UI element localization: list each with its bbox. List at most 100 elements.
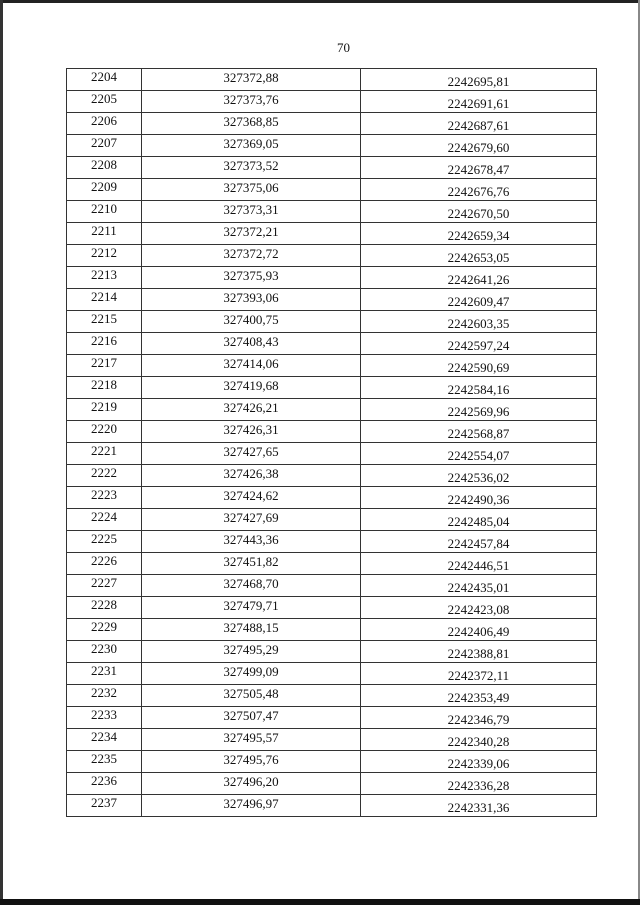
y-coordinate-cell: 2242609,47 [360, 288, 597, 311]
x-coordinate-text: 327451,82 [223, 553, 279, 569]
x-coordinate-cell: 327424,62 [141, 486, 361, 509]
y-coordinate-text: 2242490,36 [447, 491, 510, 507]
table-row: 2237 327496,97 2242331,36 [66, 794, 597, 817]
point-number-cell: 2213 [66, 266, 142, 289]
scan-edge-top [0, 0, 640, 3]
x-coordinate-text: 327368,85 [223, 113, 279, 129]
point-number-text: 2209 [91, 178, 117, 194]
y-coordinate-cell: 2242691,61 [360, 90, 597, 113]
point-number-text: 2212 [91, 244, 117, 260]
x-coordinate-text: 327443,36 [223, 531, 279, 547]
point-number-text: 2229 [91, 618, 117, 634]
y-coordinate-text: 2242339,06 [447, 755, 510, 771]
point-number-text: 2223 [91, 486, 117, 502]
point-number-cell: 2231 [66, 662, 142, 685]
x-coordinate-cell: 327479,71 [141, 596, 361, 619]
point-number-text: 2211 [91, 222, 117, 238]
x-coordinate-cell: 327451,82 [141, 552, 361, 575]
x-coordinate-cell: 327507,47 [141, 706, 361, 729]
point-number-cell: 2234 [66, 728, 142, 751]
x-coordinate-cell: 327372,88 [141, 68, 361, 91]
point-number-text: 2205 [91, 90, 117, 106]
y-coordinate-text: 2242584,16 [447, 381, 510, 397]
point-number-text: 2234 [91, 728, 117, 744]
x-coordinate-text: 327414,06 [223, 355, 279, 371]
y-coordinate-text: 2242687,61 [447, 117, 510, 133]
point-number-text: 2226 [91, 552, 117, 568]
x-coordinate-cell: 327426,31 [141, 420, 361, 443]
y-coordinate-cell: 2242485,04 [360, 508, 597, 531]
table-row: 2206 327368,85 2242687,61 [66, 112, 597, 135]
y-coordinate-text: 2242678,47 [447, 161, 510, 177]
y-coordinate-cell: 2242339,06 [360, 750, 597, 773]
y-coordinate-cell: 2242670,50 [360, 200, 597, 223]
y-coordinate-text: 2242695,81 [447, 73, 510, 89]
x-coordinate-cell: 327427,69 [141, 508, 361, 531]
point-number-text: 2224 [91, 508, 117, 524]
table-row: 2219 327426,21 2242569,96 [66, 398, 597, 421]
point-number-cell: 2233 [66, 706, 142, 729]
x-coordinate-cell: 327496,97 [141, 794, 361, 817]
y-coordinate-cell: 2242584,16 [360, 376, 597, 399]
table-row: 2234 327495,57 2242340,28 [66, 728, 597, 751]
y-coordinate-text: 2242353,49 [447, 689, 510, 705]
x-coordinate-text: 327426,31 [223, 421, 279, 437]
y-coordinate-text: 2242336,28 [447, 777, 510, 793]
x-coordinate-text: 327496,97 [223, 795, 279, 811]
point-number-cell: 2209 [66, 178, 142, 201]
point-number-text: 2210 [91, 200, 117, 216]
y-coordinate-cell: 2242336,28 [360, 772, 597, 795]
table-row: 2211 327372,21 2242659,34 [66, 222, 597, 245]
y-coordinate-cell: 2242569,96 [360, 398, 597, 421]
point-number-text: 2216 [91, 332, 117, 348]
table-row: 2233 327507,47 2242346,79 [66, 706, 597, 729]
y-coordinate-text: 2242691,61 [447, 95, 510, 111]
y-coordinate-cell: 2242423,08 [360, 596, 597, 619]
table-row: 2228 327479,71 2242423,08 [66, 596, 597, 619]
x-coordinate-cell: 327499,09 [141, 662, 361, 685]
y-coordinate-text: 2242653,05 [447, 249, 510, 265]
x-coordinate-text: 327507,47 [223, 707, 279, 723]
x-coordinate-text: 327373,52 [223, 157, 279, 173]
y-coordinate-cell: 2242353,49 [360, 684, 597, 707]
y-coordinate-text: 2242676,76 [447, 183, 510, 199]
point-number-text: 2235 [91, 750, 117, 766]
y-coordinate-cell: 2242536,02 [360, 464, 597, 487]
y-coordinate-text: 2242536,02 [447, 469, 510, 485]
point-number-text: 2207 [91, 134, 117, 150]
scan-edge-right [638, 0, 640, 905]
table-row: 2235 327495,76 2242339,06 [66, 750, 597, 773]
x-coordinate-cell: 327426,38 [141, 464, 361, 487]
y-coordinate-cell: 2242641,26 [360, 266, 597, 289]
point-number-cell: 2232 [66, 684, 142, 707]
x-coordinate-cell: 327426,21 [141, 398, 361, 421]
y-coordinate-text: 2242569,96 [447, 403, 510, 419]
point-number-cell: 2219 [66, 398, 142, 421]
point-number-text: 2231 [91, 662, 117, 678]
x-coordinate-cell: 327495,76 [141, 750, 361, 773]
table-row: 2230 327495,29 2242388,81 [66, 640, 597, 663]
x-coordinate-cell: 327496,20 [141, 772, 361, 795]
scan-edge-bottom [0, 899, 640, 905]
y-coordinate-cell: 2242554,07 [360, 442, 597, 465]
scan-edge-left [0, 0, 3, 905]
point-number-cell: 2227 [66, 574, 142, 597]
y-coordinate-text: 2242423,08 [447, 601, 510, 617]
x-coordinate-cell: 327372,72 [141, 244, 361, 267]
x-coordinate-cell: 327495,29 [141, 640, 361, 663]
point-number-cell: 2235 [66, 750, 142, 773]
table-row: 2218 327419,68 2242584,16 [66, 376, 597, 399]
point-number-cell: 2229 [66, 618, 142, 641]
x-coordinate-text: 327495,57 [223, 729, 279, 745]
x-coordinate-text: 327479,71 [223, 597, 279, 613]
table-row: 2205 327373,76 2242691,61 [66, 90, 597, 113]
x-coordinate-text: 327373,76 [223, 91, 279, 107]
table-row: 2204 327372,88 2242695,81 [66, 68, 597, 91]
point-number-cell: 2216 [66, 332, 142, 355]
table-row: 2223 327424,62 2242490,36 [66, 486, 597, 509]
x-coordinate-text: 327468,70 [223, 575, 279, 591]
y-coordinate-cell: 2242372,11 [360, 662, 597, 685]
x-coordinate-text: 327488,15 [223, 619, 279, 635]
x-coordinate-text: 327408,43 [223, 333, 279, 349]
x-coordinate-text: 327427,65 [223, 443, 279, 459]
